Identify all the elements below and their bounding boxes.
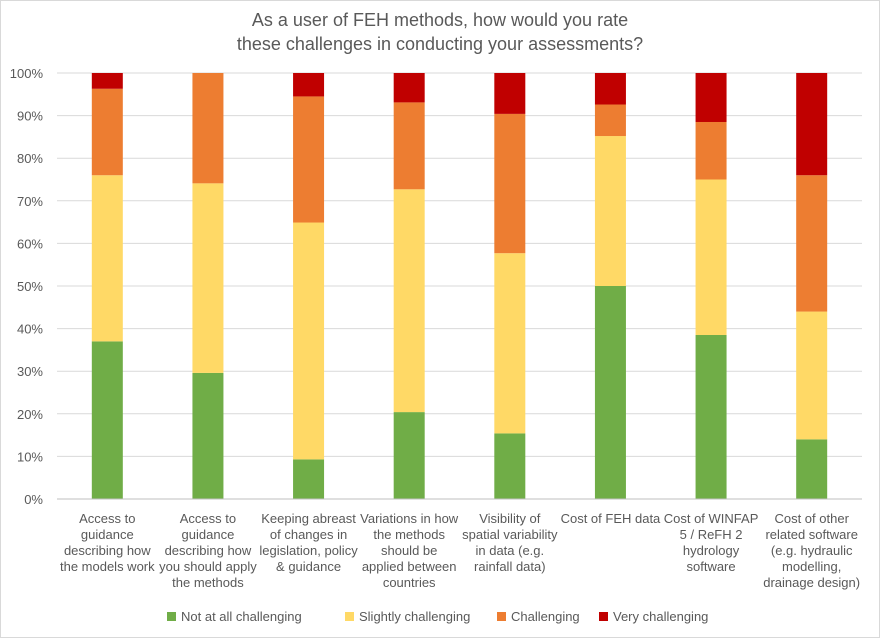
chart-title-line-1: As a user of FEH methods, how would you … xyxy=(251,10,629,30)
x-tick-label: the methods xyxy=(373,527,445,542)
bar-segment-very-challenging xyxy=(594,73,626,105)
bar-segment-not-at-all-challenging xyxy=(594,286,626,499)
legend-swatch xyxy=(497,612,506,621)
bar-segment-not-at-all-challenging xyxy=(796,439,828,499)
bar-segment-challenging xyxy=(91,88,123,176)
gridlines xyxy=(57,72,862,457)
x-tick-label: related software xyxy=(765,527,858,542)
y-tick-label: 100% xyxy=(10,66,44,81)
bar-segment-slightly-challenging xyxy=(192,183,224,373)
x-tick-label: in data (e.g. xyxy=(475,543,544,558)
x-tick-label: guidance xyxy=(182,527,235,542)
x-tick-label: of changes in xyxy=(270,527,347,542)
legend-label: Slightly challenging xyxy=(359,609,470,624)
x-tick-label: Cost of other xyxy=(774,511,849,526)
y-tick-label: 30% xyxy=(17,364,43,379)
x-tick-label: hydrology xyxy=(683,543,740,558)
y-axis-ticks: 0% 10% 20% 30% 40% 50% 60% 70% 80% 90% 100% xyxy=(10,66,44,507)
y-tick-label: 90% xyxy=(17,109,43,124)
x-tick-label: drainage design) xyxy=(763,575,860,590)
bar-segment-very-challenging xyxy=(494,73,526,114)
y-tick-label: 0% xyxy=(24,492,43,507)
x-tick-label: Keeping abreast xyxy=(261,511,356,526)
legend-swatch xyxy=(345,612,354,621)
x-tick-label: Access to xyxy=(180,511,236,526)
bar-segment-not-at-all-challenging xyxy=(293,459,325,499)
x-tick-label: Access to xyxy=(79,511,135,526)
bar-segment-not-at-all-challenging xyxy=(91,341,123,499)
bar-segment-not-at-all-challenging xyxy=(393,412,425,499)
bar-segment-not-at-all-challenging xyxy=(695,334,727,499)
bar-segment-slightly-challenging xyxy=(293,222,325,460)
bar-segment-challenging xyxy=(796,175,828,312)
y-tick-label: 10% xyxy=(17,449,43,464)
y-tick-label: 60% xyxy=(17,236,43,251)
x-tick-label: describing how xyxy=(165,543,252,558)
legend-label: Challenging xyxy=(511,609,580,624)
x-tick-label: describing how xyxy=(64,543,151,558)
x-tick-label: 5 / ReFH 2 xyxy=(680,527,743,542)
bar-segment-slightly-challenging xyxy=(91,175,123,342)
bar-segment-slightly-challenging xyxy=(796,311,828,440)
x-tick-label: the methods xyxy=(172,575,244,590)
legend-swatch xyxy=(599,612,608,621)
x-tick-label: applied between xyxy=(362,559,457,574)
bar-segment-very-challenging xyxy=(91,73,123,89)
y-tick-label: 70% xyxy=(17,194,43,209)
y-tick-label: 40% xyxy=(17,322,43,337)
bar-segment-slightly-challenging xyxy=(594,136,626,286)
bar-segment-challenging xyxy=(594,104,626,137)
chart-title: As a user of FEH methods, how would you … xyxy=(0,8,880,56)
x-tick-label: the models work xyxy=(60,559,155,574)
bar-segment-challenging xyxy=(494,113,526,254)
chart-title-line-2: these challenges in conducting your asse… xyxy=(236,34,644,54)
x-tick-label: rainfall data) xyxy=(474,559,546,574)
legend: Not at all challenging Slightly challengi… xyxy=(167,609,708,624)
x-tick-label: Variations in how xyxy=(360,511,459,526)
legend-swatch xyxy=(167,612,176,621)
x-tick-label: you should apply xyxy=(159,559,257,574)
x-tick-label: & guidance xyxy=(276,559,341,574)
legend-label: Very challenging xyxy=(613,609,708,624)
bar-segment-slightly-challenging xyxy=(494,253,526,434)
x-tick-label: Cost of FEH data xyxy=(561,511,661,526)
y-tick-label: 50% xyxy=(17,279,43,294)
bar-segment-slightly-challenging xyxy=(695,179,727,335)
bar-segment-not-at-all-challenging xyxy=(494,433,526,499)
x-tick-label: should be xyxy=(381,543,437,558)
x-tick-label: software xyxy=(686,559,735,574)
y-tick-label: 20% xyxy=(17,407,43,422)
x-tick-label: spatial variability xyxy=(462,527,558,542)
x-tick-label: Visibility of xyxy=(479,511,541,526)
x-tick-label: countries xyxy=(383,575,436,590)
x-tick-label: legislation, policy xyxy=(259,543,358,558)
bar-segment-challenging xyxy=(192,73,224,184)
bars xyxy=(91,73,828,499)
x-tick-label: guidance xyxy=(81,527,134,542)
y-tick-label: 80% xyxy=(17,151,43,166)
bar-segment-not-at-all-challenging xyxy=(192,372,224,499)
bar-segment-very-challenging xyxy=(695,73,727,122)
bar-segment-challenging xyxy=(393,102,425,190)
bar-segment-slightly-challenging xyxy=(393,189,425,413)
x-tick-label: (e.g. hydraulic xyxy=(771,543,853,558)
bar-segment-very-challenging xyxy=(293,73,325,97)
bar-segment-challenging xyxy=(695,121,727,180)
x-tick-label: Cost of WINFAP xyxy=(664,511,759,526)
bar-segment-very-challenging xyxy=(796,73,828,176)
legend-label: Not at all challenging xyxy=(181,609,302,624)
x-tick-label: modelling, xyxy=(782,559,841,574)
bar-segment-very-challenging xyxy=(393,73,425,103)
bar-segment-challenging xyxy=(293,96,325,223)
